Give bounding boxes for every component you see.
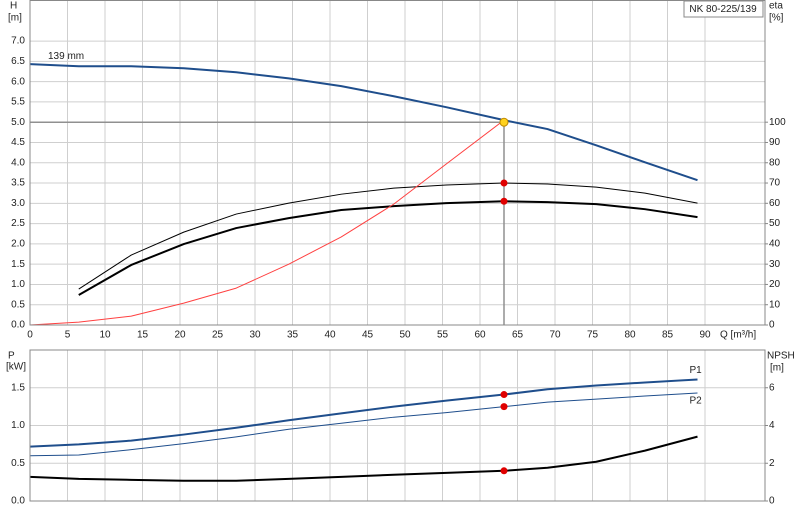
point-marker bbox=[500, 391, 508, 399]
curve bbox=[78, 200, 698, 296]
y2-tick-label: 6 bbox=[769, 382, 775, 393]
y2-tick-label: 50 bbox=[769, 218, 781, 229]
x-tick-label: 70 bbox=[549, 330, 561, 341]
y-tick-label: 6.5 bbox=[11, 56, 25, 67]
x-tick-label: 20 bbox=[174, 330, 186, 341]
x-tick-label: 25 bbox=[212, 330, 224, 341]
y-tick-label: 0.5 bbox=[11, 458, 25, 469]
point-marker bbox=[500, 403, 508, 411]
y-tick-label: 0.0 bbox=[11, 320, 25, 331]
y-tick-label: 2.5 bbox=[11, 218, 25, 229]
y-tick-label: 0.5 bbox=[11, 299, 25, 310]
plot-frame bbox=[29, 349, 766, 502]
y-tick-label: 0.0 bbox=[11, 496, 25, 507]
y-axis-label: P bbox=[8, 351, 15, 362]
duty-point bbox=[499, 117, 509, 127]
y2-tick-label: 20 bbox=[769, 279, 781, 290]
x-tick-label: 80 bbox=[624, 330, 636, 341]
y2-tick-label: 2 bbox=[769, 458, 775, 469]
x-tick-label: 35 bbox=[287, 330, 299, 341]
curve bbox=[29, 378, 698, 448]
x-tick-label: 90 bbox=[699, 330, 711, 341]
y-tick-label: 3.5 bbox=[11, 178, 25, 189]
curve bbox=[29, 63, 698, 182]
y-tick-label: 6.0 bbox=[11, 76, 25, 87]
y-tick-label: 1.0 bbox=[11, 420, 25, 431]
y-tick-label: 7.0 bbox=[11, 36, 25, 47]
x-tick-label: 65 bbox=[512, 330, 524, 341]
y-tick-label: 2.0 bbox=[11, 239, 25, 250]
x-tick-label: 50 bbox=[399, 330, 411, 341]
curve bbox=[78, 182, 698, 290]
y-tick-label: 3.0 bbox=[11, 198, 25, 209]
y2-tick-label: 90 bbox=[769, 137, 781, 148]
y2-axis-label: NPSH bbox=[767, 351, 795, 362]
y-tick-label: 5.0 bbox=[11, 117, 25, 128]
y2-tick-label: 4 bbox=[769, 420, 775, 431]
x-tick-label: 75 bbox=[587, 330, 599, 341]
series-label: 139 mm bbox=[48, 51, 84, 62]
y2-tick-label: 0 bbox=[769, 320, 775, 331]
y2-tick-label: 10 bbox=[769, 299, 781, 310]
x-tick-label: 5 bbox=[65, 330, 71, 341]
x-tick-label: 15 bbox=[137, 330, 149, 341]
y2-axis-label: eta bbox=[769, 1, 783, 12]
y2-tick-label: 80 bbox=[769, 157, 781, 168]
curve bbox=[29, 119, 505, 326]
y2-tick-label: 40 bbox=[769, 239, 781, 250]
y2-tick-label: 30 bbox=[769, 259, 781, 270]
point-marker bbox=[500, 467, 508, 475]
x-tick-label: 60 bbox=[474, 330, 486, 341]
series-label: P2 bbox=[690, 396, 703, 407]
y-tick-label: 1.0 bbox=[11, 279, 25, 290]
x-tick-label: 55 bbox=[437, 330, 449, 341]
y-axis-label: H bbox=[10, 1, 17, 12]
chart-title: NK 80-225/139 bbox=[689, 4, 757, 15]
y-axis-unit: [m] bbox=[8, 13, 22, 24]
y-tick-label: 4.5 bbox=[11, 137, 25, 148]
y-tick-label: 4.0 bbox=[11, 157, 25, 168]
x-tick-label: 40 bbox=[324, 330, 336, 341]
y2-tick-label: 100 bbox=[769, 117, 786, 128]
y-tick-label: 5.5 bbox=[11, 97, 25, 108]
x-tick-label: 45 bbox=[362, 330, 374, 341]
curve bbox=[29, 435, 698, 482]
title-box bbox=[683, 0, 764, 18]
point-marker bbox=[500, 197, 508, 205]
x-tick-label: 0 bbox=[27, 330, 33, 341]
y2-tick-label: 60 bbox=[769, 198, 781, 209]
y-tick-label: 1.5 bbox=[11, 382, 25, 393]
series-label: P1 bbox=[690, 365, 703, 376]
y2-axis-unit: [%] bbox=[769, 13, 784, 24]
x-tick-label: 10 bbox=[99, 330, 111, 341]
curve bbox=[29, 392, 698, 457]
x-axis-label: Q [m³/h] bbox=[720, 330, 756, 341]
y-tick-label: 1.5 bbox=[11, 259, 25, 270]
y2-axis-unit: [m] bbox=[770, 363, 784, 374]
point-marker bbox=[500, 179, 508, 187]
x-tick-label: 30 bbox=[249, 330, 261, 341]
y-axis-unit: [kW] bbox=[6, 362, 26, 373]
plot-frame bbox=[29, 0, 766, 326]
y2-tick-label: 70 bbox=[769, 178, 781, 189]
y2-tick-label: 0 bbox=[769, 496, 775, 507]
x-tick-label: 85 bbox=[662, 330, 674, 341]
